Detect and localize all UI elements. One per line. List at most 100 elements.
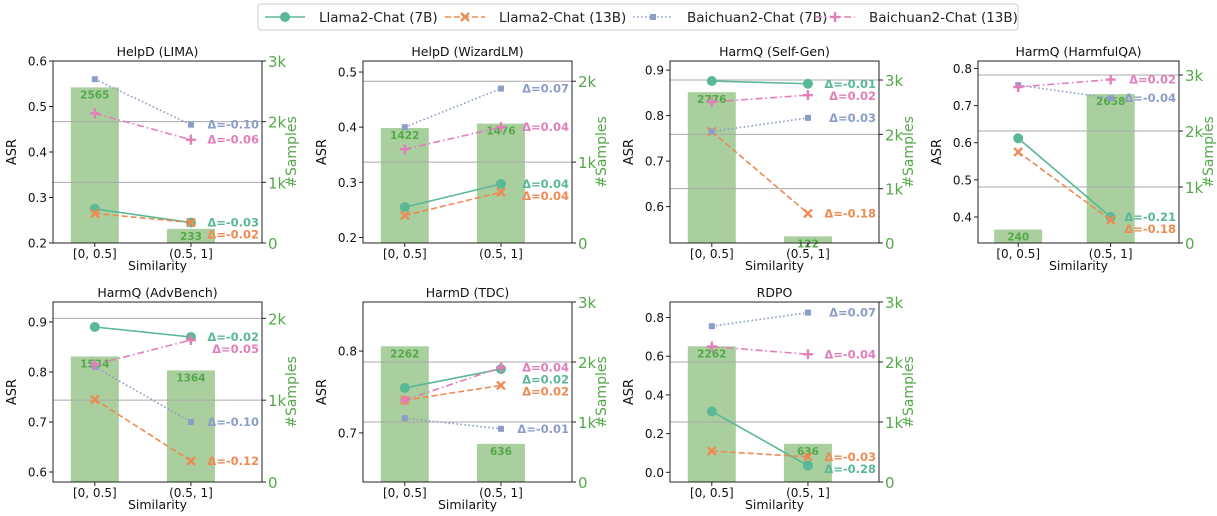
sample-bar-label: 2262	[390, 348, 419, 360]
delta-label-2: Δ=0.03	[829, 111, 876, 125]
series-line-2	[404, 417, 502, 430]
delta-label-3: Δ=0.04	[522, 120, 569, 134]
series-point-3	[706, 341, 717, 352]
x-tick-label: [0, 0.5]	[73, 486, 117, 500]
y2-axis-label: #Samples	[1201, 116, 1217, 188]
chart-panel-0: 2565 233 Δ=-0.10Δ=-0.06 Δ=-0.03Δ=-0.02 0.2 0.…	[5, 44, 300, 273]
series-point-0	[802, 78, 813, 89]
x-axis-label: Similarity	[745, 497, 805, 512]
y-axis-label: ASR	[315, 139, 330, 165]
y-axis-label: ASR	[5, 379, 20, 405]
asr-tick-label: 0.7	[28, 416, 47, 430]
delta-label-0: Δ=-0.28	[824, 462, 876, 476]
series-point-1	[89, 208, 100, 219]
asr-tick-label: 0.6	[645, 350, 664, 364]
series-line-0	[404, 368, 502, 389]
samples-tick-label: 0	[578, 235, 588, 253]
y2-axis-label: #Samples	[284, 116, 300, 188]
x-tick-label: (0.5, 1]	[169, 247, 213, 261]
asr-tick-label: 0.2	[338, 231, 357, 245]
asr-tick-label: 0.6	[28, 55, 47, 69]
delta-label-2: Δ=0.07	[522, 82, 569, 96]
series-line-3	[404, 366, 502, 401]
legend-marker-0	[280, 12, 290, 22]
asr-tick-label: 0.0	[645, 466, 664, 480]
y2-axis-label: #Samples	[284, 356, 300, 428]
asr-tick-label: 0.5	[953, 173, 972, 187]
x-axis-label: Similarity	[1049, 258, 1109, 273]
series-point-2	[804, 309, 811, 316]
series-line-1	[1017, 151, 1112, 221]
series-point-2	[497, 85, 504, 92]
sample-bar	[783, 236, 832, 243]
samples-tick-label: 2k	[578, 73, 597, 91]
series-point-0	[802, 460, 813, 471]
series-point-0	[89, 322, 100, 332]
asr-tick-label: 0.3	[28, 191, 47, 205]
series-point-3	[802, 90, 813, 101]
plot-frame	[977, 60, 1180, 244]
series-point-1-stroke-b	[399, 210, 410, 221]
series-point-2	[401, 415, 408, 422]
asr-tick-label: 0.8	[338, 345, 357, 359]
chart-panel-6: 2262 636 Δ=0.07 Δ=-0.04 Δ=-0.03Δ=-0.28 0.0 0.2…	[622, 285, 917, 512]
series-point-1	[399, 210, 410, 221]
samples-tick-label: 0	[578, 474, 588, 492]
x-tick-label: [0, 0.5]	[690, 486, 734, 500]
series-line-0	[1017, 137, 1112, 218]
delta-label-0: Δ=-0.21	[1124, 210, 1176, 224]
delta-label-1: Δ=-0.02	[207, 228, 259, 242]
series-line-1	[94, 398, 192, 462]
series-point-3	[89, 359, 100, 370]
samples-tick-label: 1k	[885, 414, 904, 432]
chart-panel-2: 2776122Δ=-0.01Δ=0.02Δ=0.03Δ=-0.180.60.70…	[622, 44, 917, 273]
sample-bar	[166, 370, 215, 482]
x-tick-label: [0, 0.5]	[383, 486, 427, 500]
asr-tick-label: 0.8	[645, 109, 664, 123]
series-line-1	[711, 130, 809, 215]
series-point-1-stroke-b	[1105, 215, 1116, 225]
chart-panel-5: 2262636Δ=0.04Δ=0.02Δ=0.02Δ=-0.010.70.801…	[315, 285, 610, 512]
series-point-1-stroke-b	[186, 217, 196, 228]
sample-bar-label: 1364	[176, 372, 205, 384]
samples-tick-label: 0	[268, 235, 278, 253]
series-point-2	[497, 425, 504, 432]
delta-label-2: Δ=-0.04	[1124, 91, 1176, 105]
samples-tick-label: 0	[268, 474, 278, 492]
series-point-0	[399, 382, 410, 393]
series-point-1-stroke-b	[803, 451, 813, 462]
series-point-1-stroke-b	[496, 187, 506, 198]
series-point-2	[187, 419, 194, 425]
series-line-2	[94, 78, 192, 126]
series-line-0	[94, 208, 192, 224]
asr-tick-label: 0.6	[953, 136, 972, 150]
samples-tick-label: 0	[885, 474, 895, 492]
samples-tick-label: 2k	[885, 126, 904, 144]
delta-label-1: Δ=-0.03	[824, 450, 876, 464]
series-point-3	[1105, 74, 1116, 85]
asr-tick-label: 0.9	[28, 316, 47, 330]
plot-frame	[669, 301, 880, 483]
delta-label-0: Δ=-0.01	[824, 77, 876, 91]
x-tick-label: (0.5, 1]	[479, 486, 523, 500]
samples-tick-label: 1k	[885, 181, 904, 199]
x-tick-label: (0.5, 1]	[479, 247, 523, 261]
asr-tick-label: 0.6	[28, 466, 47, 480]
chart-title: RDPO	[757, 285, 793, 300]
asr-tick-label: 0.6	[645, 200, 664, 214]
series-point-1	[89, 394, 100, 405]
samples-tick-label: 1k	[578, 414, 597, 432]
charts: 2565233Δ=-0.10Δ=-0.06Δ=-0.03Δ=-0.020.20.…	[5, 44, 1217, 512]
samples-tick-label: 2k	[1185, 123, 1204, 141]
asr-tick-label: 0.4	[953, 211, 972, 225]
series-point-0	[399, 202, 410, 213]
legend-marker-1	[460, 12, 470, 22]
delta-label-2: Δ=-0.10	[207, 415, 259, 429]
series-point-0	[706, 406, 717, 417]
legend-marker-2	[650, 14, 656, 20]
asr-tick-label: 0.5	[338, 66, 357, 80]
sample-bar	[166, 228, 215, 243]
legend-label-1: Llama2-Chat (13B)	[499, 10, 626, 26]
delta-label-3: Δ=-0.06	[207, 133, 259, 147]
delta-label-2: Δ=-0.10	[207, 118, 259, 132]
